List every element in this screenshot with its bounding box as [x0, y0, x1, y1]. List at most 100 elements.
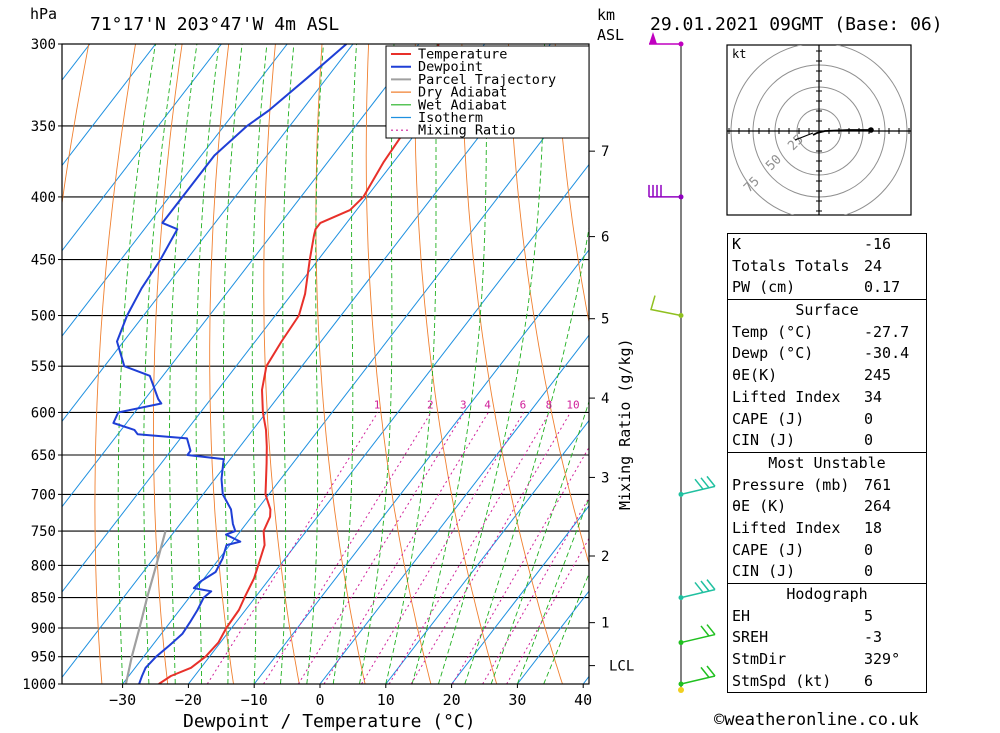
wet-adiabat — [143, 44, 177, 684]
wind-barb-feather — [700, 580, 710, 592]
isotherm-line — [188, 163, 589, 684]
isotherm-line — [62, 44, 222, 252]
mixing-ratio-line — [506, 537, 589, 684]
legend-label: Wet Adiabat — [418, 97, 507, 113]
pressure-tick-label: 550 — [31, 359, 56, 375]
isotherm-line — [451, 505, 589, 684]
eh-row: EH 5 — [732, 606, 874, 625]
mixing-ratio-label: 10 — [566, 398, 579, 411]
k-index-row: K -16 — [732, 235, 892, 253]
pressure-unit-label: hPa — [30, 5, 57, 23]
wet-adiabat — [359, 44, 395, 684]
x-axis-label: Dewpoint / Temperature (°C) — [183, 711, 476, 732]
wet-adiabat — [464, 225, 589, 684]
pressure-tick-label: 600 — [31, 405, 56, 421]
temperature-tick-label: 10 — [377, 691, 395, 709]
pressure-tick-label: 800 — [31, 558, 56, 574]
wind-barb-feather — [694, 478, 704, 490]
wind-barb-pennant — [649, 32, 657, 44]
legend-label: Temperature — [418, 47, 507, 63]
mu-thetae-row: θE (K) 264 — [732, 497, 892, 516]
dry-adiabat — [461, 44, 563, 684]
pressure-tick-label: 450 — [31, 253, 56, 269]
plot-frame — [61, 43, 590, 685]
pressure-tick-label: 300 — [31, 37, 56, 53]
mixing-ratio-label: 1 — [374, 398, 381, 411]
pressure-tick-label: 900 — [31, 621, 56, 637]
mixing-ratio-line — [451, 446, 589, 684]
wind-barb-feather — [706, 579, 716, 591]
height-tick-label: 2 — [601, 549, 609, 565]
y-axis-label-mixing: Mixing Ratio (g/kg) — [616, 338, 634, 510]
dry-adiabat — [928, 44, 1000, 684]
mixing-ratio-line — [297, 412, 465, 684]
wind-barb-shaft — [680, 588, 716, 599]
isotherm-line — [385, 419, 589, 684]
surface-cin-row: CIN (J) 0 — [732, 431, 874, 450]
mixing-ratio-line — [206, 412, 379, 684]
wind-barb-feather — [694, 581, 704, 593]
height-tick-label: 7 — [601, 144, 609, 160]
temperature-tick-label: 30 — [508, 691, 526, 709]
hodograph-title: Hodograph — [786, 585, 868, 603]
pressure-tick-label: 350 — [31, 119, 56, 135]
height-tick-label: 6 — [601, 230, 609, 246]
wet-adiabat — [385, 44, 438, 684]
pressure-tick-label: 700 — [31, 487, 56, 503]
wet-adiabat — [117, 44, 156, 684]
height-tick-label: 3 — [601, 470, 609, 486]
wet-adiabat — [280, 44, 295, 684]
temperature-tick-label: 0 — [315, 691, 324, 709]
dewpoint-line — [112, 44, 348, 684]
wind-barb-feather — [700, 477, 710, 489]
parcel-trajectory-line — [124, 530, 167, 684]
isotherm-line — [62, 44, 551, 679]
wet-adiabat — [332, 44, 357, 684]
isotherm-line — [62, 44, 157, 167]
mu-cape-row: CAPE (J) 0 — [732, 540, 874, 559]
surface-marker — [678, 687, 684, 693]
temperature-tick-label: −10 — [241, 691, 268, 709]
dry-adiabat — [315, 44, 366, 684]
pressure-tick-label: 400 — [31, 190, 56, 206]
height-unit-km: km — [597, 6, 615, 24]
wet-adiabat — [306, 44, 324, 684]
mu-cin-row: CIN (J) 0 — [732, 562, 874, 581]
isotherm-line — [0, 44, 24, 684]
dry-adiabat — [263, 44, 300, 684]
mixing-ratio-line — [482, 496, 589, 684]
mu-pressure-row: Pressure (mb) 761 — [732, 475, 892, 494]
height-unit-asl: ASL — [597, 26, 624, 44]
isotherm-line — [62, 44, 486, 593]
legend-label: Dewpoint — [418, 59, 483, 75]
location-title: 71°17'N 203°47'W 4m ASL — [90, 14, 339, 35]
wind-barb-shaft — [680, 485, 716, 496]
wet-adiabat — [195, 44, 220, 684]
height-tick-label: 1 — [601, 616, 609, 632]
dry-adiabat — [975, 44, 1000, 684]
sreh-row: SREH -3 — [732, 628, 883, 647]
isotherm-line — [122, 78, 589, 684]
wind-barb-feather — [706, 624, 716, 636]
mixing-ratio-label: 20 — [634, 398, 647, 411]
legend-label: Mixing Ratio — [418, 123, 516, 139]
mixing-ratio-label: 25 — [656, 398, 669, 411]
wet-adiabat — [411, 44, 488, 684]
mixing-ratio-label: 6 — [520, 398, 527, 411]
surface-li-row: Lifted Index 34 — [732, 387, 883, 406]
mixing-ratio-label: 8 — [546, 398, 553, 411]
wind-barb — [678, 475, 716, 497]
pressure-tick-label: 750 — [31, 524, 56, 540]
isotherm-line — [253, 249, 589, 684]
copyright[interactable]: ©weatheronline.co.uk — [714, 710, 919, 730]
wind-barb-feather — [706, 475, 716, 487]
wind-barb — [649, 32, 684, 47]
temperature-tick-label: 20 — [443, 691, 461, 709]
wind-barb-shaft — [650, 295, 682, 317]
surface-dewp-row: Dewp (°C) -30.4 — [732, 344, 910, 363]
hodograph-point — [868, 127, 874, 133]
wind-barb — [678, 624, 716, 646]
dry-adiabat — [94, 44, 136, 684]
wind-barb-shaft — [680, 633, 716, 644]
